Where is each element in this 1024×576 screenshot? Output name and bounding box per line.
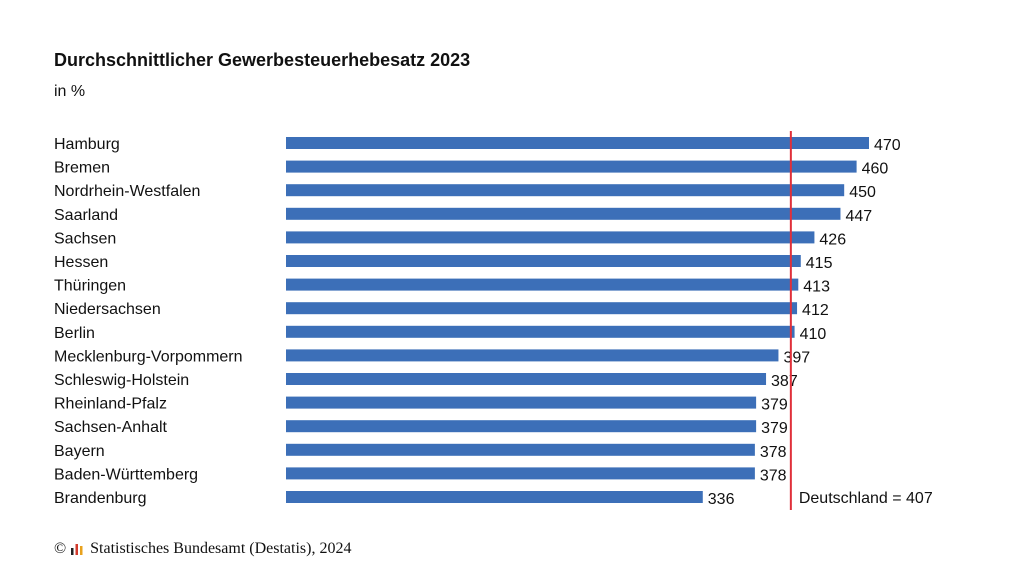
value-label: 426 [819,231,846,248]
bar [286,491,703,503]
bar [286,160,857,173]
destatis-logo-icon [71,544,83,555]
value-label: 378 [760,467,787,484]
bar [286,184,845,197]
category-label: Berlin [54,325,95,342]
category-label: Bremen [54,160,110,177]
value-label: 460 [862,161,889,178]
category-label: Sachsen-Anhalt [54,419,168,436]
chart-subtitle: in % [54,83,86,100]
category-label: Sachsen [54,230,116,247]
category-label: Bayern [54,443,105,460]
bar [286,137,869,149]
value-label: 379 [761,397,788,414]
value-label: 415 [806,255,833,272]
category-label: Mecklenburg-Vorpommern [54,348,243,365]
bar [286,373,767,385]
value-label: 336 [708,491,735,508]
value-label: 378 [760,444,787,461]
value-label: 450 [849,184,876,201]
value-label: 387 [771,373,798,390]
category-label: Brandenburg [54,490,147,507]
bar [286,396,757,409]
bar [286,255,801,267]
bar [286,349,779,362]
category-label: Hamburg [54,136,120,153]
bar [286,302,798,315]
bar [286,207,841,220]
reference-line-label: Deutschland = 407 [799,490,933,507]
value-label: 447 [845,208,872,225]
chart-title: Durchschnittlicher Gewerbesteuerhebesatz… [54,50,471,70]
category-label: Schleswig-Holstein [54,372,189,389]
category-label: Baden-Württemberg [54,466,198,483]
bar [286,420,757,433]
category-label: Saarland [54,207,118,224]
bar [286,443,755,456]
bar [286,231,815,244]
bar [286,278,799,291]
category-label: Nordrhein-Westfalen [54,183,200,200]
category-label: Rheinland-Pfalz [54,396,167,413]
category-label: Hessen [54,254,108,271]
category-label: Thüringen [54,278,126,295]
value-label: 470 [874,137,901,154]
bar [286,325,795,338]
value-label: 410 [800,326,827,343]
source-text: Statistisches Bundesamt (Destatis), 2024 [90,540,352,557]
source-footer: © Statistisches Bundesamt (Destatis), 20… [54,540,351,558]
value-label: 413 [803,279,830,296]
value-label: 412 [802,302,829,319]
value-label: 379 [761,420,788,437]
value-label: 397 [783,349,810,366]
bar [286,467,755,480]
category-label: Niedersachsen [54,301,161,318]
copyright-symbol: © [54,540,67,557]
